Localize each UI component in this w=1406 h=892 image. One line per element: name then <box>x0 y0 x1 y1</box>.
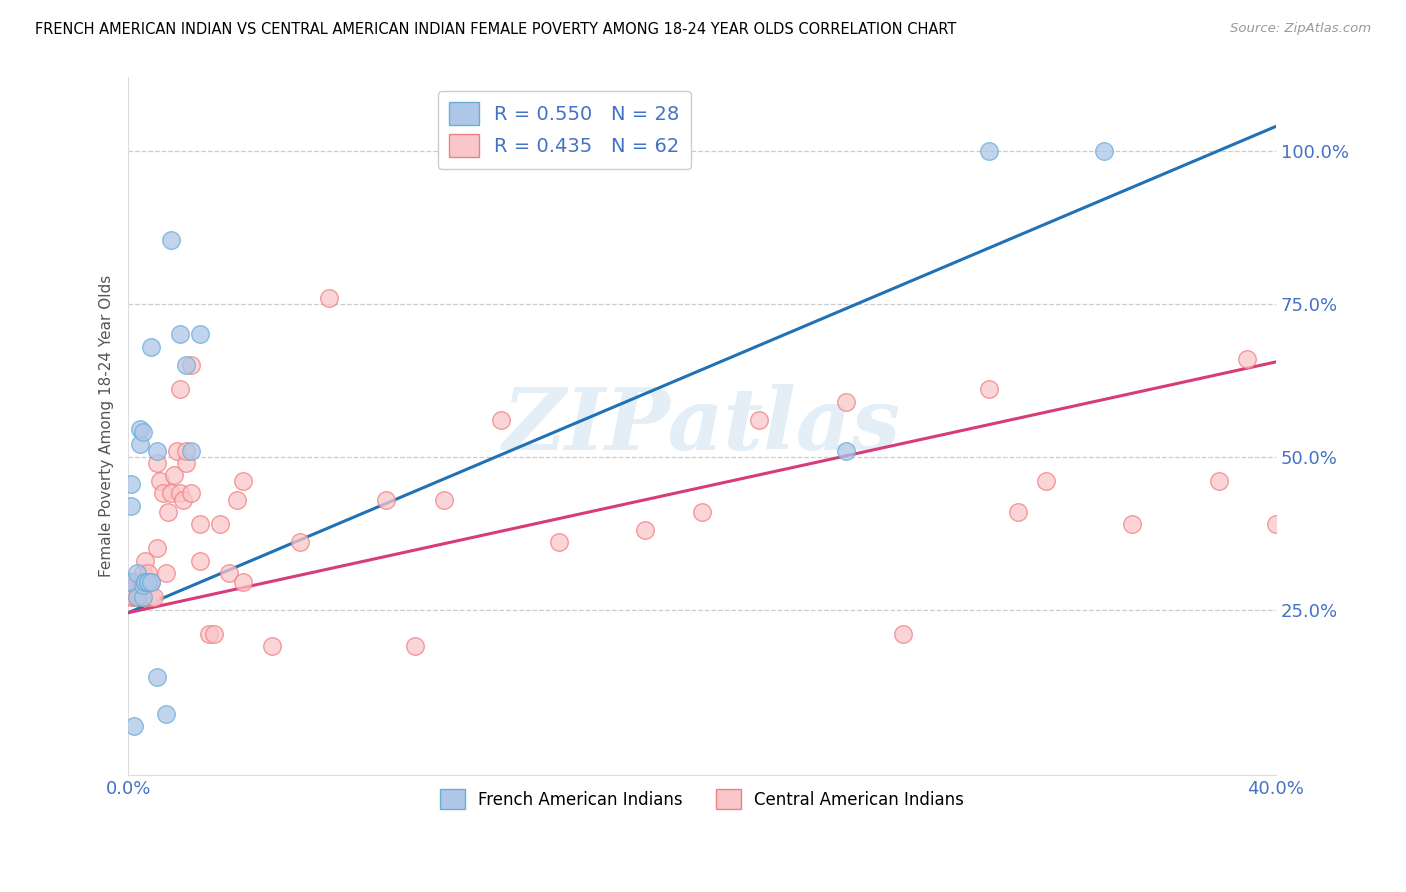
Point <box>169 383 191 397</box>
Point <box>131 591 153 605</box>
Point <box>547 535 569 549</box>
Text: FRENCH AMERICAN INDIAN VS CENTRAL AMERICAN INDIAN FEMALE POVERTY AMONG 18-24 YEA: FRENCH AMERICAN INDIAN VS CENTRAL AMERIC… <box>35 22 956 37</box>
Point <box>169 486 191 500</box>
Point <box>318 291 340 305</box>
Point <box>163 468 186 483</box>
Text: ZIPatlas: ZIPatlas <box>503 384 901 468</box>
Point <box>141 591 163 605</box>
Point <box>141 340 163 354</box>
Point <box>134 554 156 568</box>
Point <box>134 591 156 605</box>
Point <box>131 425 153 440</box>
Point <box>131 575 153 590</box>
Point <box>143 591 166 605</box>
Point <box>155 706 177 721</box>
Point <box>1208 474 1230 488</box>
Point <box>834 394 856 409</box>
Point <box>977 383 1000 397</box>
Point <box>404 640 426 654</box>
Point <box>690 505 713 519</box>
Point <box>146 443 169 458</box>
Point <box>138 566 160 580</box>
Point <box>174 443 197 458</box>
Point <box>160 233 183 247</box>
Point <box>152 486 174 500</box>
Legend: French American Indians, Central American Indians: French American Indians, Central America… <box>433 782 972 815</box>
Point <box>120 575 142 590</box>
Point <box>1121 516 1143 531</box>
Point <box>125 575 148 590</box>
Point <box>138 575 160 590</box>
Point <box>169 327 191 342</box>
Point <box>155 566 177 580</box>
Point <box>1092 144 1115 158</box>
Point <box>172 492 194 507</box>
Point <box>174 456 197 470</box>
Point <box>180 358 202 372</box>
Point <box>160 486 183 500</box>
Point <box>491 413 513 427</box>
Point <box>120 575 142 590</box>
Point <box>120 591 142 605</box>
Point <box>226 492 249 507</box>
Point <box>180 486 202 500</box>
Point <box>1236 351 1258 366</box>
Point <box>120 499 142 513</box>
Point <box>131 578 153 592</box>
Point <box>834 443 856 458</box>
Point <box>122 591 145 605</box>
Point <box>149 474 172 488</box>
Text: Source: ZipAtlas.com: Source: ZipAtlas.com <box>1230 22 1371 36</box>
Point <box>125 591 148 605</box>
Point <box>891 627 914 641</box>
Y-axis label: Female Poverty Among 18-24 Year Olds: Female Poverty Among 18-24 Year Olds <box>100 275 114 577</box>
Point <box>125 591 148 605</box>
Point <box>174 358 197 372</box>
Point <box>188 554 211 568</box>
Point <box>748 413 770 427</box>
Point <box>375 492 398 507</box>
Point <box>634 523 657 537</box>
Point <box>1007 505 1029 519</box>
Point <box>128 591 150 605</box>
Point <box>134 575 156 590</box>
Point <box>138 591 160 605</box>
Point <box>128 437 150 451</box>
Point <box>232 474 254 488</box>
Point <box>146 456 169 470</box>
Point <box>218 566 240 580</box>
Point <box>1035 474 1057 488</box>
Point <box>188 327 211 342</box>
Point <box>122 719 145 733</box>
Point <box>131 591 153 605</box>
Point <box>128 422 150 436</box>
Point <box>188 516 211 531</box>
Point <box>138 575 160 590</box>
Point <box>290 535 312 549</box>
Point <box>232 575 254 590</box>
Point <box>202 627 225 641</box>
Point <box>157 505 180 519</box>
Point <box>180 443 202 458</box>
Point <box>141 575 163 590</box>
Point <box>433 492 456 507</box>
Point <box>134 575 156 590</box>
Point <box>166 443 188 458</box>
Point <box>209 516 232 531</box>
Point <box>146 541 169 556</box>
Point <box>125 566 148 580</box>
Point <box>197 627 219 641</box>
Point <box>141 575 163 590</box>
Point <box>120 477 142 491</box>
Point <box>977 144 1000 158</box>
Point <box>260 640 283 654</box>
Point <box>146 670 169 684</box>
Point <box>1265 516 1288 531</box>
Point <box>131 566 153 580</box>
Point <box>128 575 150 590</box>
